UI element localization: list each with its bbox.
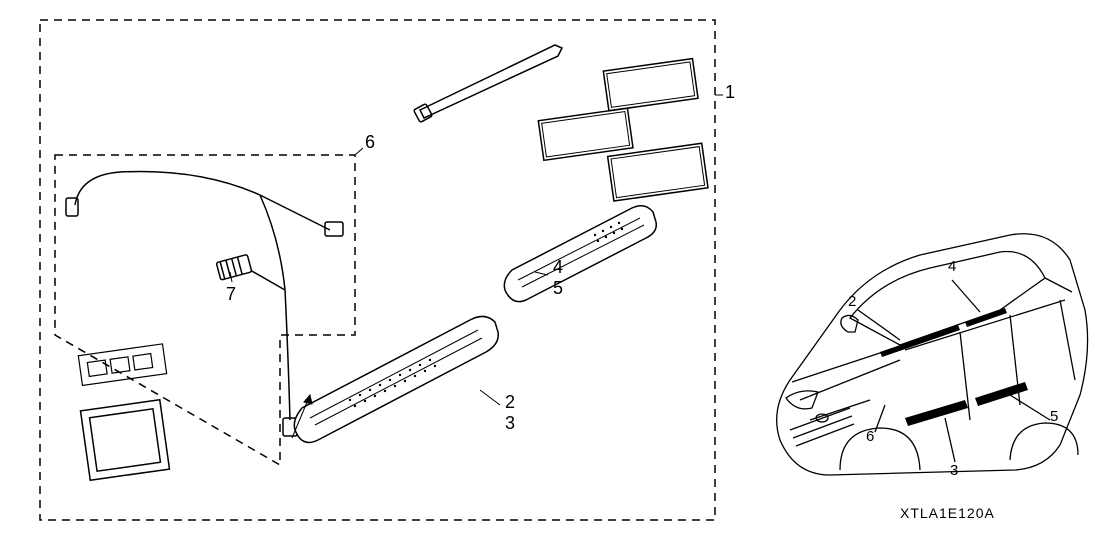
callout-4: 4	[553, 257, 563, 278]
vh-callout-6: 6	[866, 428, 874, 445]
adhesive-rect-3	[608, 143, 708, 201]
callout-2: 2	[505, 392, 515, 413]
parts-diagram: 1 6 7 4 5 2 3 4 2 6 3 5 XTLA1E120A	[0, 0, 1108, 553]
callout-6: 6	[365, 132, 375, 153]
attenuator	[216, 254, 252, 280]
vh-callout-2: 2	[848, 293, 856, 310]
callout-3: 3	[505, 413, 515, 434]
callout-1: 1	[725, 82, 735, 103]
vh-callout-5: 5	[1050, 408, 1058, 425]
vh-callout-4: 4	[948, 258, 956, 275]
kit-border-dashed	[40, 20, 715, 520]
slot-template	[78, 344, 166, 386]
vehicle-outline	[777, 234, 1088, 475]
vh-callout-3: 3	[950, 462, 958, 479]
adhesive-rect-1	[538, 108, 633, 160]
rear-sill-garnish	[504, 206, 656, 302]
callout-5: 5	[553, 278, 563, 299]
wire-tie	[414, 45, 562, 122]
callout-7: 7	[226, 284, 236, 305]
wire-harness	[66, 171, 343, 436]
square-patch	[81, 400, 170, 480]
adhesive-rect-2	[603, 59, 698, 111]
part-number-label: XTLA1E120A	[900, 505, 995, 521]
